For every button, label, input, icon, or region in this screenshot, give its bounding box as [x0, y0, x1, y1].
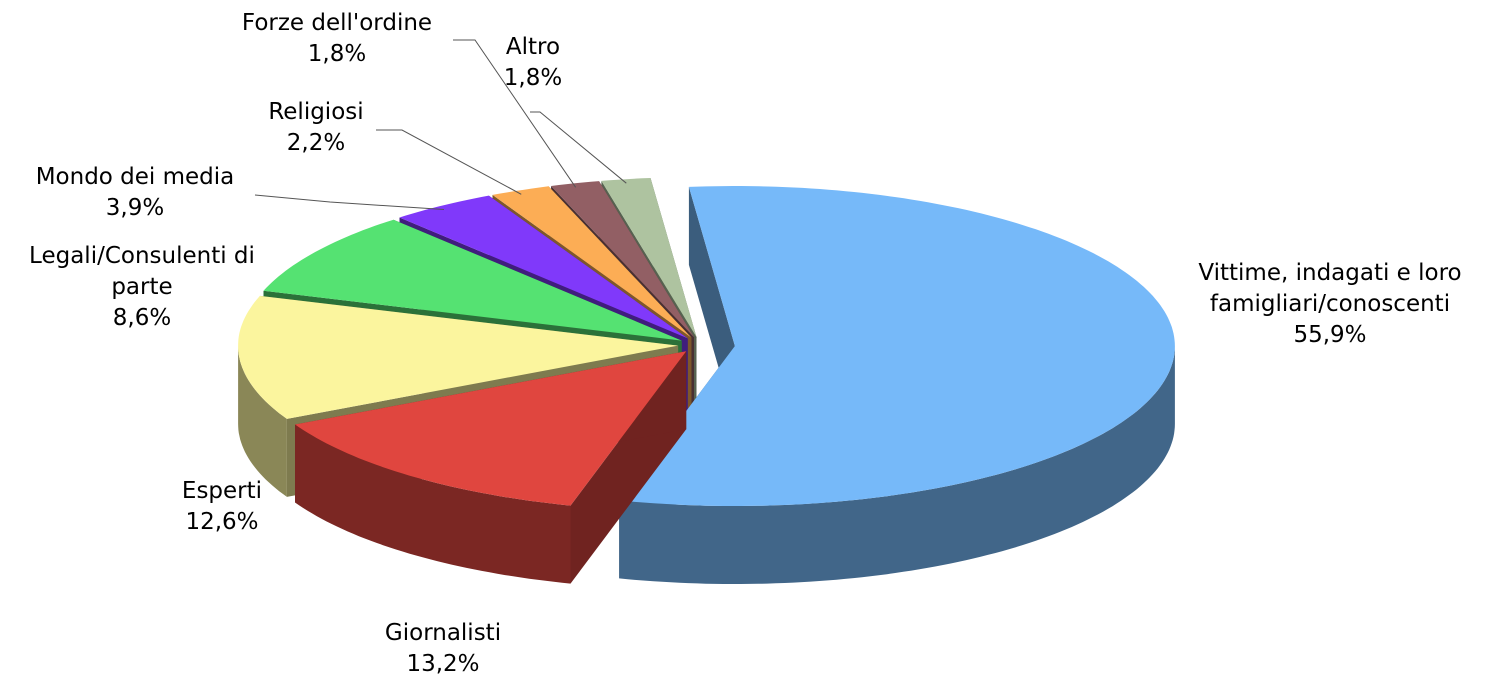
category-label: Forze dell'ordine [241, 10, 433, 36]
category-label: Giornalisti [384, 620, 502, 646]
category-label: Esperti [181, 478, 263, 504]
slice [551, 181, 694, 338]
slice-group [619, 186, 1175, 584]
slice-group [295, 351, 687, 584]
value-label: 1,8% [503, 65, 563, 91]
slice-side [295, 424, 571, 584]
value-label: 2,2% [286, 130, 346, 156]
slice-side [238, 345, 287, 497]
category-label: Religiosi [268, 99, 364, 125]
leader-line [254, 194, 445, 211]
slice-label: Mondo dei media 3,9% [0, 162, 285, 224]
category-label: Altro [505, 34, 561, 60]
slice [601, 178, 697, 338]
slice [492, 186, 692, 338]
slice [263, 219, 682, 341]
slice-label: Forze dell'ordine 1,8% [187, 8, 487, 70]
slice-label: Giornalisti 13,2% [293, 618, 593, 678]
slice [238, 295, 679, 419]
slice [399, 195, 688, 339]
slice-side [619, 346, 1175, 584]
slice [295, 351, 687, 506]
leader-line [376, 129, 522, 195]
category-label: Mondo dei media [35, 164, 235, 190]
leader-line [453, 39, 577, 188]
value-label: 12,6% [185, 509, 259, 535]
value-label: 13,2% [406, 651, 480, 677]
slice-label: Vittime, indagati e loro famigliari/cono… [1155, 258, 1497, 351]
value-label: 55,9% [1293, 322, 1367, 348]
category-label: Legali/Consulenti di parte [29, 243, 255, 300]
slice-label: Esperti 12,6% [72, 476, 372, 538]
slice-label: Religiosi 2,2% [166, 97, 466, 159]
slice [619, 186, 1175, 506]
value-label: 8,6% [112, 305, 172, 331]
slice-label: Altro 1,8% [433, 32, 633, 94]
slice-label: Legali/Consulenti di parte 8,6% [17, 241, 267, 334]
category-label: Vittime, indagati e loro famigliari/cono… [1198, 260, 1462, 317]
value-label: 3,9% [105, 195, 165, 221]
value-label: 1,8% [307, 41, 367, 67]
leader-line [530, 111, 627, 184]
